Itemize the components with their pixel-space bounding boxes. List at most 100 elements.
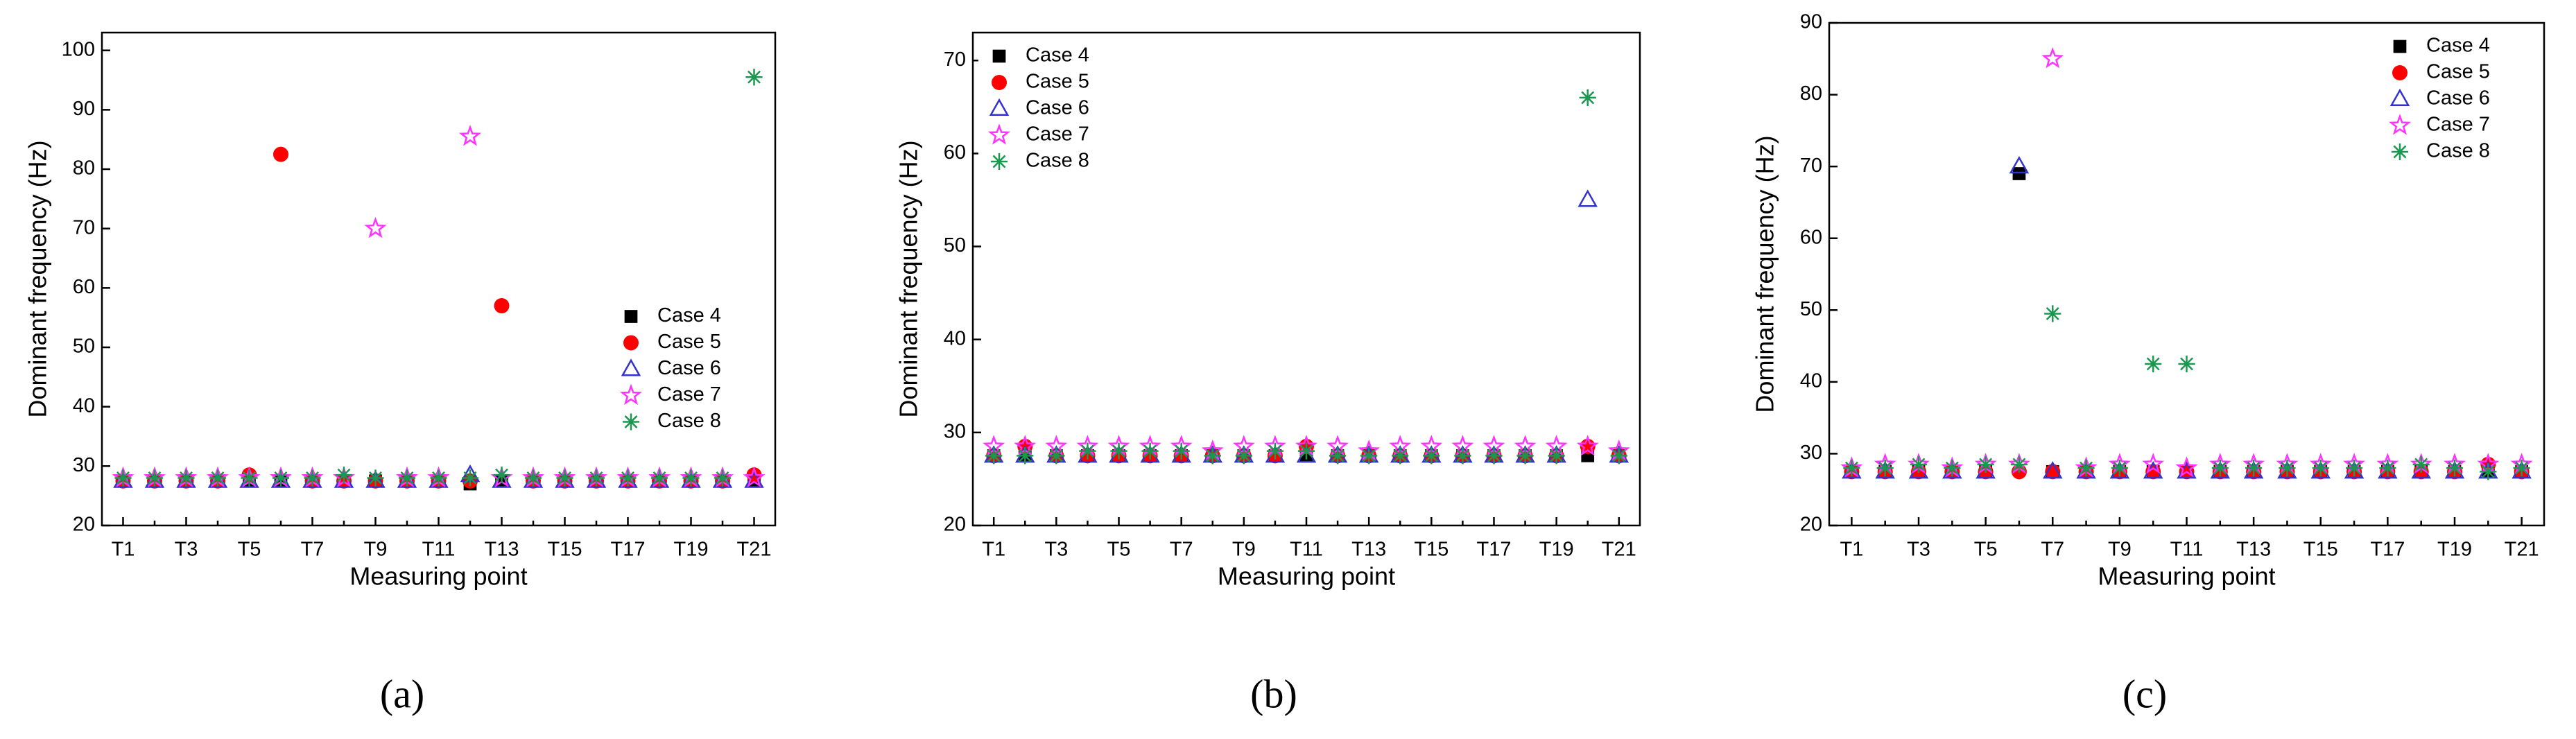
- legend-label: Case 8: [657, 410, 721, 432]
- point: [1577, 189, 1598, 207]
- legend-marker: [2392, 65, 2408, 80]
- point: [458, 125, 482, 146]
- asterisk-stroke: [243, 471, 256, 485]
- point: [1576, 435, 1599, 456]
- asterisk-stroke: [2347, 461, 2361, 475]
- x-tick-label: T21: [1602, 539, 1636, 561]
- legend-marker: [621, 358, 641, 376]
- y-tick-label: 30: [73, 454, 95, 476]
- point: [2211, 460, 2229, 477]
- point: [430, 469, 447, 487]
- asterisk-stroke: [495, 468, 508, 482]
- y-tick-label: 50: [944, 234, 966, 257]
- point: [304, 469, 321, 487]
- point: [178, 469, 195, 487]
- asterisk-stroke: [180, 471, 193, 485]
- point: [714, 469, 732, 487]
- asterisk-stroke: [1081, 444, 1094, 458]
- asterisk-stroke: [1979, 458, 1993, 471]
- y-tick-label: 40: [1800, 370, 1822, 392]
- point: [1610, 447, 1627, 464]
- x-tick-label: T3: [1907, 539, 1930, 561]
- x-tick-label: T17: [611, 539, 646, 561]
- asterisk-stroke: [652, 471, 666, 485]
- asterisk-stroke: [211, 471, 225, 485]
- x-tick-label: T19: [1539, 539, 1574, 561]
- point: [2041, 47, 2064, 69]
- y-tick-label: 40: [73, 394, 95, 417]
- asterisk-stroke: [526, 471, 540, 485]
- y-tick-label: 20: [1800, 514, 1822, 536]
- asterisk-stroke: [1362, 449, 1376, 462]
- point: [524, 469, 542, 487]
- asterisk-stroke: [2146, 357, 2160, 371]
- point: [1141, 442, 1159, 460]
- point: [461, 469, 479, 487]
- y-tick-label: 80: [73, 157, 95, 180]
- point: [2412, 455, 2430, 473]
- panel: 20 30 40 50 60 70 80 90 T1 T3 T5 T7 T9 T11 T13 T15 T17 T1…: [1751, 11, 2545, 716]
- x-tick-label: T1: [982, 539, 1005, 561]
- legend-marker: [2388, 114, 2412, 135]
- x-tick-label: T15: [2303, 539, 2338, 561]
- asterisk-stroke: [1049, 449, 1063, 462]
- point: [2345, 460, 2363, 477]
- x-tick-label: T5: [1107, 539, 1131, 561]
- point: [1329, 447, 1347, 464]
- caption: (a): [380, 671, 424, 716]
- x-tick-label: T13: [485, 539, 519, 561]
- x-tick-label: T7: [1170, 539, 1193, 561]
- asterisk-stroke: [2012, 458, 2026, 471]
- asterisk-stroke: [747, 70, 761, 84]
- point: [1204, 447, 1221, 464]
- y-axis-label: Dominant frequency (Hz): [1751, 135, 1779, 412]
- legend-marker: [624, 310, 638, 323]
- asterisk-stroke: [1268, 444, 1282, 458]
- point: [2279, 460, 2296, 477]
- asterisk-stroke: [1487, 449, 1501, 462]
- asterisk-stroke: [1912, 458, 1926, 471]
- point: [619, 469, 637, 487]
- point: [2446, 460, 2464, 477]
- x-tick-label: T7: [301, 539, 325, 561]
- point: [2009, 155, 2030, 174]
- asterisk-stroke: [2448, 461, 2462, 475]
- y-tick-label: 100: [62, 38, 95, 60]
- point: [2044, 305, 2061, 322]
- point: [493, 467, 510, 484]
- point: [1910, 455, 1928, 473]
- legend-label: Case 6: [657, 357, 721, 379]
- point: [272, 469, 290, 487]
- x-tick-label: T9: [364, 539, 388, 561]
- asterisk-stroke: [987, 449, 1001, 462]
- y-tick-label: 50: [73, 336, 95, 358]
- asterisk-stroke: [716, 471, 729, 485]
- point: [1079, 442, 1096, 460]
- point: [1843, 460, 1860, 477]
- y-tick-label: 90: [1800, 11, 1822, 33]
- x-tick-label: T15: [548, 539, 582, 561]
- asterisk-stroke: [1237, 449, 1251, 462]
- point: [587, 469, 605, 487]
- point: [1977, 455, 1994, 473]
- legend-label: Case 5: [2426, 61, 2490, 83]
- y-tick-label: 60: [1800, 226, 1822, 248]
- point: [114, 469, 132, 487]
- y-axis-label: Dominant frequency (Hz): [894, 140, 923, 417]
- x-tick-label: T17: [2370, 539, 2405, 561]
- point: [241, 469, 258, 487]
- point: [335, 467, 353, 484]
- asterisk-stroke: [1844, 461, 1858, 475]
- x-tick-label: T15: [1414, 539, 1449, 561]
- point: [273, 146, 288, 162]
- asterisk-stroke: [463, 471, 477, 485]
- panel: 20 30 40 50 60 70 80 90 100 T1 T3 T5 T7 T9 T11 T13 T15 T1…: [24, 31, 777, 716]
- legend-label: Case 7: [2426, 114, 2490, 136]
- x-tick-label: T3: [1044, 539, 1068, 561]
- point: [556, 469, 573, 487]
- y-axis-label: Dominant frequency (Hz): [24, 140, 52, 417]
- legend-marker: [619, 383, 643, 406]
- asterisk-stroke: [306, 471, 319, 485]
